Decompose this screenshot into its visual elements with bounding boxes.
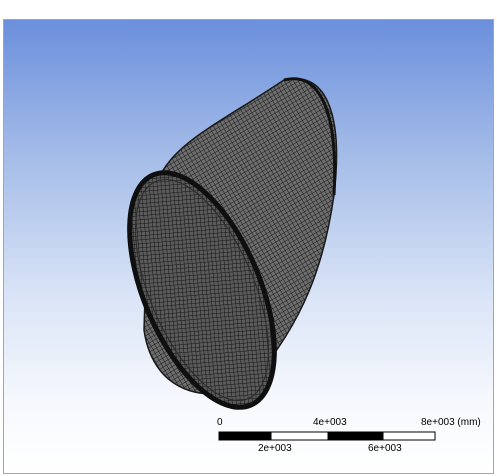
scale-label-6e3: 6e+003 — [368, 443, 402, 454]
scale-bar — [218, 431, 436, 441]
mesh-canvas — [127, 77, 436, 441]
scale-label-8e3: 8e+003 (mm) — [421, 417, 481, 428]
scale-label-2e3: 2e+003 — [258, 443, 292, 454]
title-strip — [0, 0, 497, 19]
scale-label-0: 0 — [217, 417, 223, 428]
graphics-viewport[interactable]: 0 4e+003 8e+003 (mm) 2e+003 6e+003 — [3, 19, 494, 474]
scale-label-4e3: 4e+003 — [313, 417, 347, 428]
tube-front-opening — [127, 170, 277, 410]
